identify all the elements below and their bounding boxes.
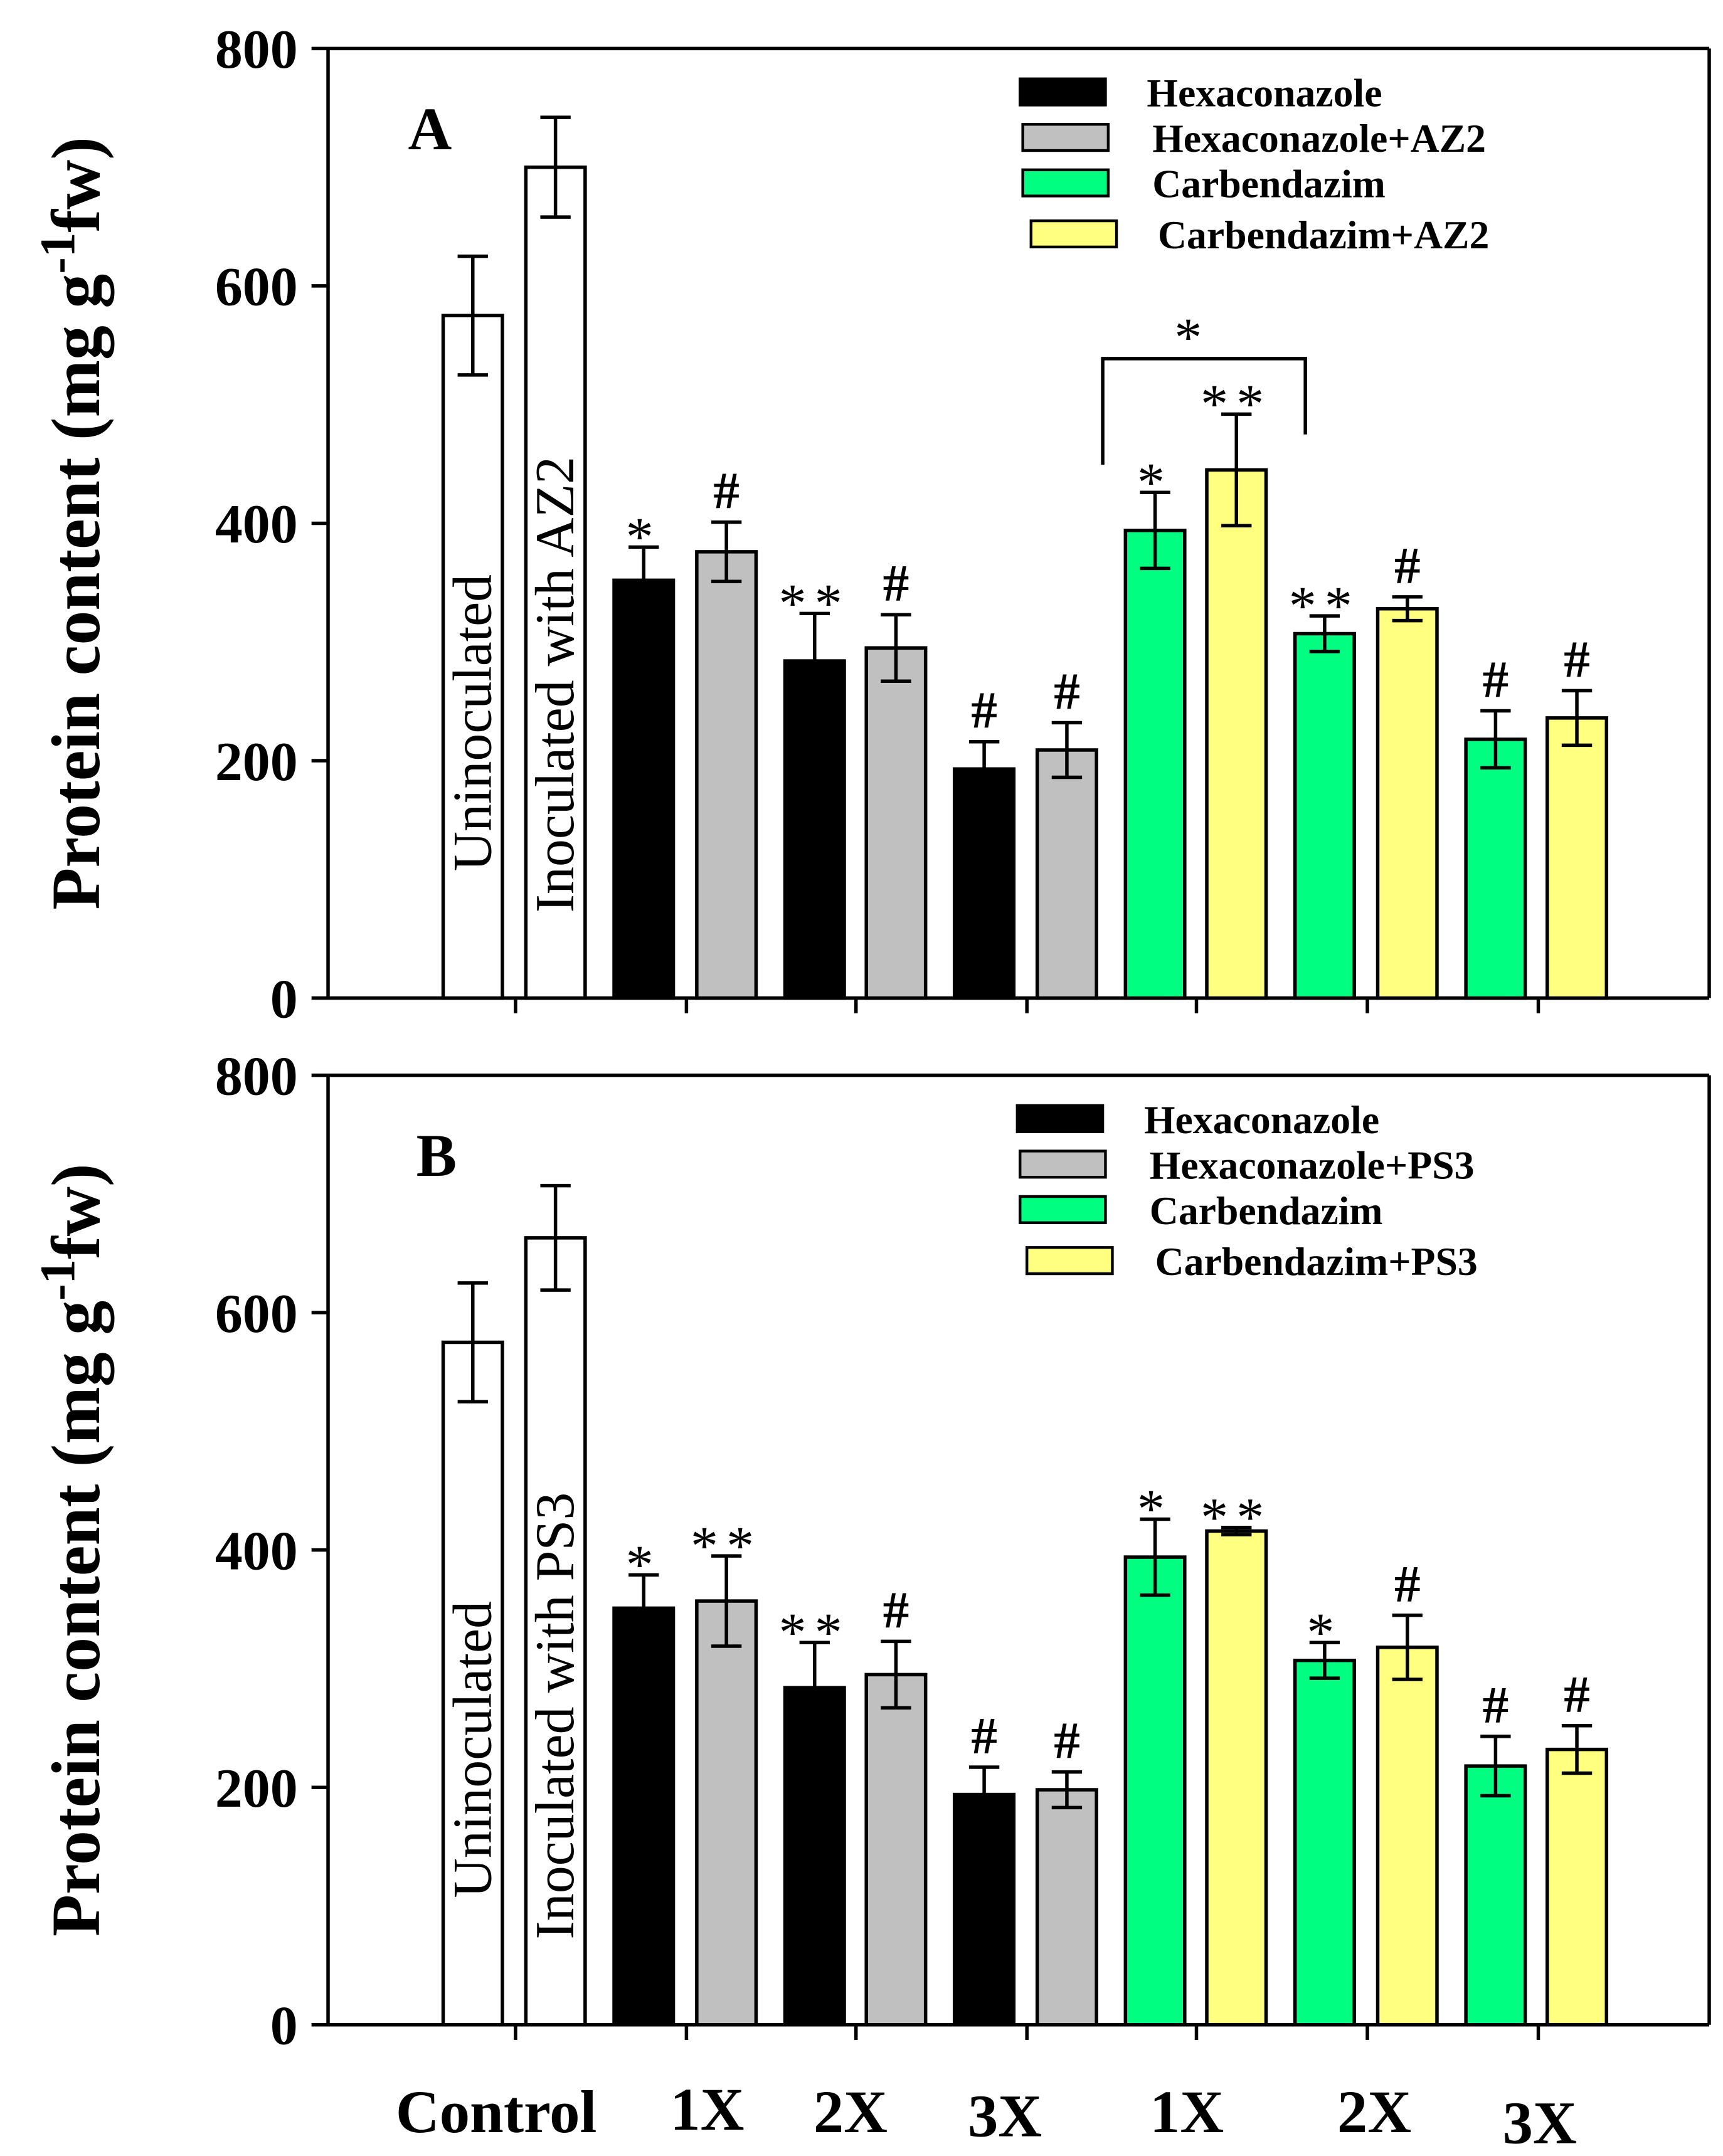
legend-label: Carbendazim xyxy=(1152,162,1386,206)
y-tick-label: 0 xyxy=(270,1996,298,2057)
bar xyxy=(1035,1788,1098,2027)
y-tick-label: 600 xyxy=(215,1284,298,1345)
significance-mark: # xyxy=(883,555,909,613)
legend-label: Carbendazim xyxy=(1150,1188,1383,1233)
panel-label: A xyxy=(408,95,452,162)
significance-mark: # xyxy=(883,1582,909,1639)
y-tick-label: 800 xyxy=(215,1046,298,1107)
legend-label: Hexaconazole+AZ2 xyxy=(1152,116,1486,161)
significance-mark: # xyxy=(713,463,740,521)
x-category-label: 3X xyxy=(968,2083,1042,2150)
legend-label: Hexaconazole xyxy=(1144,1097,1379,1142)
control-bar-label: Inoculated with AZ2 xyxy=(525,457,586,912)
bar xyxy=(1545,1747,1609,2027)
legend-swatch xyxy=(1021,168,1110,198)
significance-mark: # xyxy=(1394,537,1421,595)
y-axis-title: Protein content (mg g-1fw) xyxy=(31,1163,115,1937)
bar xyxy=(695,1599,758,2027)
y-tick-label: 800 xyxy=(215,19,298,80)
bar xyxy=(953,767,1016,1000)
y-tick-label: 200 xyxy=(215,1758,298,1819)
bar xyxy=(1123,1555,1187,2027)
y-tick-label: 0 xyxy=(270,969,298,1030)
significance-mark: ** xyxy=(779,573,851,634)
significance-mark: # xyxy=(1054,1713,1080,1770)
legend-swatch xyxy=(1019,77,1107,107)
significance-mark: * xyxy=(626,1535,662,1596)
control-bar-label: Uninoculated xyxy=(442,574,503,872)
significance-mark: * xyxy=(1137,1479,1173,1540)
bar xyxy=(1293,1658,1356,2027)
bar xyxy=(1205,468,1268,1000)
bar xyxy=(1376,1646,1439,2027)
panel-B: 0 200 400 600 800 Protein content (mg g-1fw) B… xyxy=(31,1046,1711,2057)
bar xyxy=(864,1672,928,2027)
control-bar-label: Uninoculated xyxy=(442,1601,503,1898)
y-tick-label: 600 xyxy=(215,257,298,318)
x-category-label: Control xyxy=(396,2078,597,2145)
bar xyxy=(864,646,928,1000)
legend-label: Hexaconazole xyxy=(1147,71,1382,115)
significance-mark: ** xyxy=(1201,374,1272,435)
bracket-significance-mark: * xyxy=(1174,307,1202,368)
x-category-label: 3X xyxy=(1503,2090,1577,2156)
bar xyxy=(524,165,587,1000)
legend-label: Carbendazim+PS3 xyxy=(1155,1239,1478,1284)
bar xyxy=(953,1792,1016,2027)
comparison-bracket xyxy=(1101,357,1307,465)
significance-mark: ** xyxy=(1201,1488,1272,1548)
significance-mark: # xyxy=(971,682,997,740)
bar xyxy=(1464,737,1527,1000)
y-tick-label: 400 xyxy=(215,1521,298,1582)
legend-swatch xyxy=(1015,1104,1105,1133)
bar xyxy=(1123,529,1187,1000)
bar xyxy=(783,659,846,1000)
y-tick-label: 200 xyxy=(215,732,298,793)
significance-mark: * xyxy=(1307,1602,1342,1663)
legend-swatch xyxy=(1021,123,1110,152)
x-category-label: 2X xyxy=(814,2078,888,2145)
bar xyxy=(1293,631,1356,1000)
legend-swatch xyxy=(1026,1246,1114,1276)
bar xyxy=(783,1686,846,2027)
significance-mark: # xyxy=(1054,663,1080,721)
legend-swatch xyxy=(1019,1195,1107,1224)
bar xyxy=(1545,716,1609,1000)
legend-label: Hexaconazole+PS3 xyxy=(1150,1143,1475,1187)
bar xyxy=(1205,1529,1268,2027)
bar xyxy=(612,578,676,1000)
significance-mark: # xyxy=(971,1708,997,1765)
y-tick-label: 400 xyxy=(215,494,298,555)
x-category-label: 1X xyxy=(670,2076,744,2143)
significance-mark: # xyxy=(1394,1556,1421,1614)
legend-swatch xyxy=(1019,1149,1107,1179)
y-axis-title: Protein content (mg g-1fw) xyxy=(31,137,115,910)
significance-mark: ** xyxy=(1289,576,1360,637)
legend-label: Carbendazim+AZ2 xyxy=(1158,213,1489,257)
x-category-label: 1X xyxy=(1150,2078,1224,2145)
control-bar-label: Inoculated with PS3 xyxy=(525,1493,586,1940)
significance-mark: # xyxy=(1483,1677,1509,1735)
significance-mark: ** xyxy=(779,1602,851,1663)
bar xyxy=(1376,606,1439,1000)
bar xyxy=(695,550,758,1000)
panel-label: B xyxy=(416,1122,457,1189)
x-category-label: 2X xyxy=(1337,2078,1411,2145)
bar xyxy=(1035,748,1098,1000)
significance-mark: * xyxy=(626,507,662,568)
panel-A: 0 200 400 600 800 Protein content (mg g-1fw) A… xyxy=(31,19,1711,1030)
bar xyxy=(1464,1764,1527,2027)
bar xyxy=(612,1606,676,2027)
significance-mark: ** xyxy=(691,1516,762,1577)
significance-mark: * xyxy=(1137,452,1173,513)
bar xyxy=(441,314,504,1000)
significance-mark: # xyxy=(1564,631,1590,689)
significance-mark: # xyxy=(1564,1666,1590,1724)
significance-mark: # xyxy=(1483,652,1509,709)
legend-swatch xyxy=(1029,219,1118,249)
